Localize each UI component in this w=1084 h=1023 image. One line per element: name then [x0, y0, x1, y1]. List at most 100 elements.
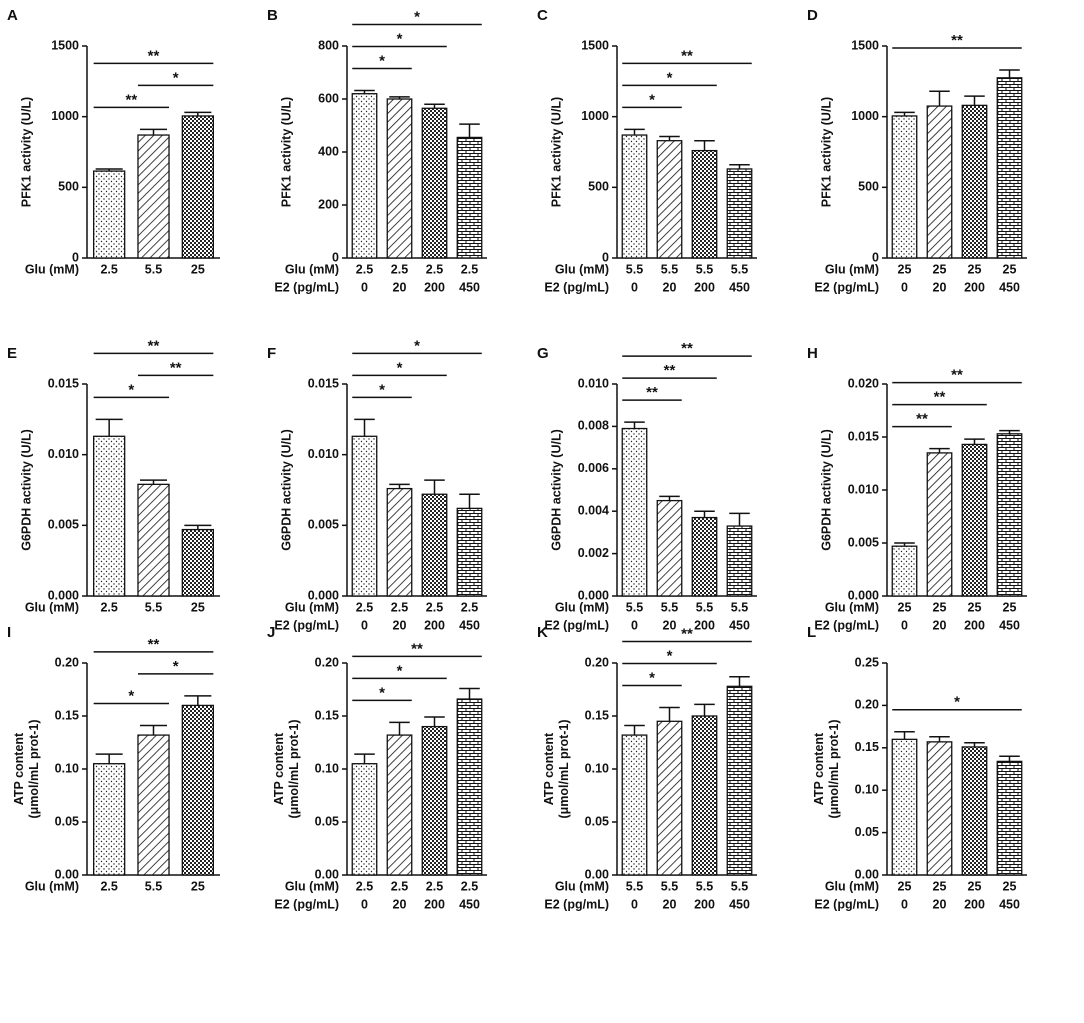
significance-label: * [397, 30, 403, 47]
x-row-label: E2 (pg/mL) [274, 618, 339, 632]
significance-label: * [379, 52, 385, 69]
x-tick-label: 0 [631, 618, 638, 632]
x-tick-label: 2.5 [356, 600, 373, 614]
x-tick-label: 25 [933, 600, 947, 614]
y-tick-label: 0 [72, 250, 79, 264]
y-tick-label: 0.25 [855, 655, 879, 669]
y-tick-label: 600 [318, 91, 339, 105]
y-tick-label: 0.15 [55, 708, 79, 722]
panel-label: K [537, 624, 548, 641]
y-tick-label: 800 [318, 38, 339, 52]
y-tick-label: 0.005 [308, 518, 339, 532]
x-tick-label: 25 [968, 879, 982, 893]
bar [656, 499, 683, 597]
panel-label: C [537, 7, 548, 24]
x-tick-label: 5.5 [696, 262, 713, 276]
x-row-label: Glu (mM) [285, 879, 339, 893]
bar [386, 734, 413, 876]
bar [351, 93, 378, 259]
y-axis-label: G6PDH activity (U/L) [819, 429, 833, 551]
x-row-label: Glu (mM) [285, 600, 339, 614]
y-tick-label: 500 [858, 180, 879, 194]
y-tick-label: 500 [588, 180, 609, 194]
x-tick-label: 20 [393, 618, 407, 632]
significance-label: ** [681, 47, 693, 64]
bar [996, 433, 1023, 597]
x-row-label: E2 (pg/mL) [544, 618, 609, 632]
x-tick-label: 200 [694, 897, 715, 911]
x-tick-label: 0 [901, 618, 908, 632]
x-tick-label: 25 [898, 262, 912, 276]
bar [137, 134, 170, 259]
x-tick-label: 450 [999, 280, 1020, 294]
bar [181, 115, 214, 259]
x-row-label: E2 (pg/mL) [274, 897, 339, 911]
y-tick-label: 0.20 [855, 698, 879, 712]
x-tick-label: 5.5 [731, 262, 748, 276]
panel-label: I [7, 624, 11, 641]
y-tick-label: 0.05 [315, 814, 339, 828]
x-tick-label: 25 [898, 879, 912, 893]
y-tick-label: 0.00 [855, 867, 879, 881]
x-tick-label: 200 [694, 280, 715, 294]
y-axis-label: G6PDH activity (U/L) [19, 429, 33, 551]
bar [996, 77, 1023, 259]
x-tick-label: 20 [663, 897, 677, 911]
significance-label: * [379, 684, 385, 701]
x-tick-label: 25 [968, 262, 982, 276]
y-axis-label: PFK1 activity (U/L) [279, 97, 293, 207]
y-tick-label: 0.005 [48, 518, 79, 532]
x-row-label: E2 (pg/mL) [274, 280, 339, 294]
bar [691, 149, 718, 259]
y-tick-label: 200 [318, 197, 339, 211]
x-tick-label: 5.5 [626, 879, 643, 893]
bar [891, 115, 918, 259]
x-row-label: Glu (mM) [555, 600, 609, 614]
x-tick-label: 450 [729, 618, 750, 632]
x-tick-label: 20 [933, 618, 947, 632]
bar [726, 168, 753, 259]
x-tick-label: 5.5 [661, 879, 678, 893]
x-tick-label: 0 [631, 280, 638, 294]
y-tick-label: 0.20 [585, 655, 609, 669]
y-tick-label: 0.010 [308, 447, 339, 461]
significance-label: ** [411, 640, 423, 657]
significance-label: * [128, 381, 134, 398]
x-tick-label: 5.5 [731, 879, 748, 893]
y-axis-label: (μmol/mL prot-1) [557, 719, 571, 818]
y-tick-label: 0.015 [848, 429, 879, 443]
bar [926, 452, 953, 597]
significance-label: * [397, 359, 403, 376]
x-tick-label: 200 [964, 618, 985, 632]
panel-label: J [267, 624, 275, 641]
y-tick-label: 0.005 [848, 535, 879, 549]
bar [961, 443, 988, 597]
x-tick-label: 2.5 [461, 879, 478, 893]
x-tick-label: 200 [964, 280, 985, 294]
y-tick-label: 0.10 [55, 761, 79, 775]
y-tick-label: 0.002 [578, 546, 609, 560]
x-tick-label: 2.5 [391, 879, 408, 893]
x-tick-label: 2.5 [391, 600, 408, 614]
x-tick-label: 2.5 [356, 262, 373, 276]
x-tick-label: 0 [631, 897, 638, 911]
bar [691, 516, 718, 597]
x-row-label: E2 (pg/mL) [814, 897, 879, 911]
x-tick-label: 450 [459, 897, 480, 911]
y-tick-label: 0.006 [578, 461, 609, 475]
y-axis-label: PFK1 activity (U/L) [549, 97, 563, 207]
y-tick-label: 0.00 [315, 867, 339, 881]
panel-label: E [7, 345, 17, 362]
y-tick-label: 1000 [851, 109, 879, 123]
y-tick-label: 0.015 [48, 376, 79, 390]
y-tick-label: 1000 [51, 109, 79, 123]
y-tick-label: 0.010 [848, 482, 879, 496]
x-row-label: E2 (pg/mL) [814, 280, 879, 294]
x-tick-label: 200 [424, 897, 445, 911]
x-tick-label: 20 [393, 897, 407, 911]
panel-label: H [807, 345, 818, 362]
bar [961, 746, 988, 876]
x-tick-label: 25 [933, 262, 947, 276]
x-tick-label: 0 [901, 897, 908, 911]
significance-label: * [667, 69, 673, 86]
